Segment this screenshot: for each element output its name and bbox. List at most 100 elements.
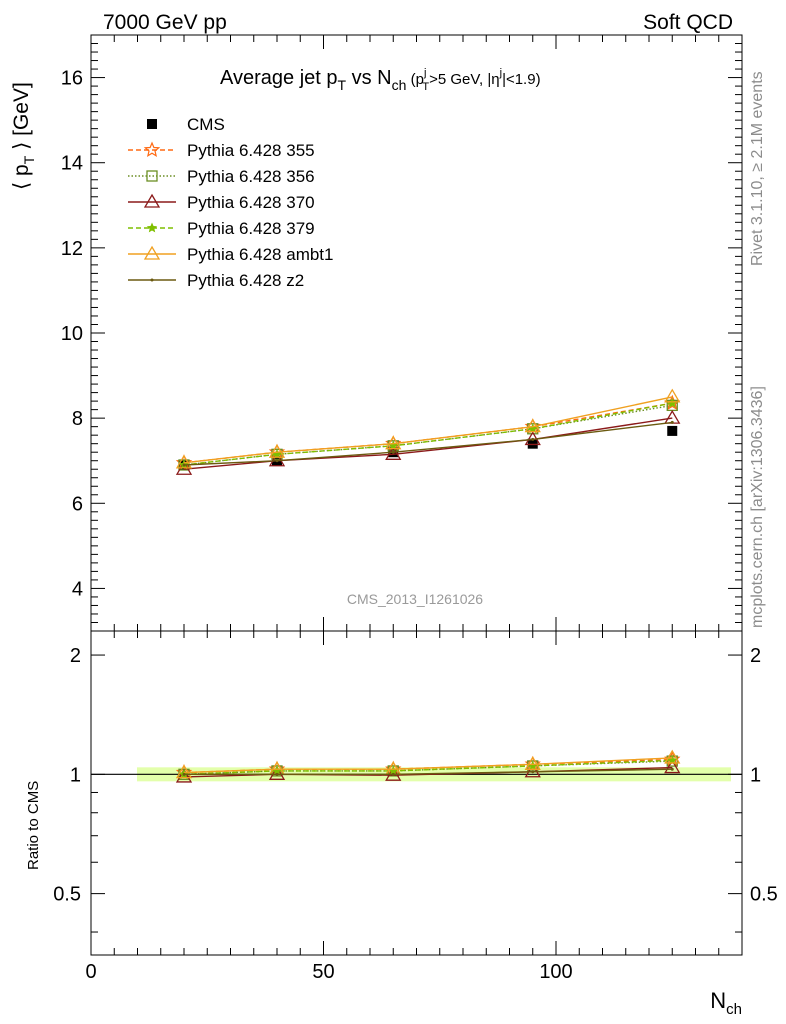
- main-data-point: [524, 418, 541, 433]
- main-data-point: [268, 443, 286, 458]
- side-label-mcplots: mcplots.cern.ch [arXiv:1306.3436]: [749, 386, 766, 628]
- ratio-y-tick-label-right: 1: [750, 764, 761, 786]
- legend-item: Pythia 6.428 355: [128, 141, 315, 160]
- ratio-y-label: Ratio to CMS: [25, 781, 42, 870]
- legend-marker: [143, 141, 161, 157]
- legend-item: Pythia 6.428 356: [128, 167, 315, 186]
- y-tick-label: 8: [72, 408, 83, 430]
- x-axis-label: Nch: [710, 988, 742, 1018]
- main-data-point: [182, 463, 186, 467]
- legend-marker: [143, 193, 161, 208]
- ratio-data-point: [524, 763, 541, 778]
- main-series-6: [182, 420, 674, 467]
- main-series-3: [175, 409, 681, 475]
- ratio-data-point: [527, 760, 538, 771]
- main-x-ticks: [90, 35, 743, 631]
- y-tick-label: 6: [72, 493, 83, 515]
- y-tick-label: 12: [61, 238, 83, 260]
- ratio-frame: [90, 630, 743, 956]
- ratio-y-tick-label-right: 2: [750, 645, 761, 667]
- legend-label: Pythia 6.428 ambt1: [187, 245, 333, 264]
- main-data-point: [385, 435, 402, 450]
- ratio-y-tick-label: 2: [70, 645, 81, 667]
- legend-item: CMS: [147, 115, 225, 134]
- main-data-point: [667, 425, 678, 436]
- main-data-point: [275, 459, 279, 463]
- legend-marker: [150, 278, 154, 282]
- ratio-x-ticks: 0 50 100: [85, 631, 743, 983]
- ratio-panel: 0.5 0.5 1 1 2 2 0 50 100 Ratio to CMS Nch: [25, 630, 778, 1018]
- analysis-watermark: CMS_2013_I1261026: [347, 591, 483, 607]
- legend-label: Pythia 6.428 370: [187, 193, 315, 212]
- ratio-data-point: [268, 766, 286, 780]
- ratio-y-tick-label: 1: [70, 764, 81, 786]
- main-data-point: [531, 437, 535, 441]
- ratio-data-point: [175, 764, 193, 779]
- ratio-data-point: [667, 754, 678, 765]
- legend-label: Pythia 6.428 379: [187, 219, 315, 238]
- main-series-line: [183, 396, 673, 464]
- ratio-data-point: [275, 772, 279, 776]
- ratio-data-point: [664, 749, 681, 764]
- main-series-4: [178, 397, 678, 470]
- main-panel: 4 6 8 10 12 14 16 Average jet pT vs Nch (pj T>5…: [10, 34, 743, 632]
- ratio-y-tick-label-right: 0.5: [750, 884, 778, 906]
- ratio-y-ticks: 0.5 0.5 1 1 2 2: [53, 645, 778, 933]
- legend-item: Pythia 6.428 379: [128, 219, 315, 238]
- main-data-point: [385, 446, 402, 460]
- ratio-series-line: [183, 757, 673, 774]
- legend-marker: [143, 245, 161, 260]
- ratio-data-point: [271, 765, 283, 776]
- main-data-point: [271, 448, 283, 459]
- ratio-data-point: [664, 759, 681, 774]
- main-data-point: [527, 438, 538, 449]
- legend-item: Pythia 6.428 ambt1: [128, 245, 333, 264]
- legend-label: Pythia 6.428 355: [187, 141, 315, 160]
- main-data-point: [667, 397, 678, 408]
- ratio-y-tick-label: 0.5: [53, 884, 81, 906]
- main-data-point: [175, 454, 193, 469]
- main-series-group: [175, 388, 681, 475]
- chart-title: Average jet pT vs Nch (pj T>5 GeV, |ηj|<1…: [220, 67, 541, 93]
- legend-label: Pythia 6.428 z2: [187, 271, 304, 290]
- ratio-data-point: [391, 772, 395, 776]
- x-tick-label: 50: [312, 961, 334, 983]
- ratio-data-point: [388, 765, 399, 776]
- y-tick-label: 16: [61, 68, 83, 90]
- ratio-data-point: [670, 767, 674, 771]
- legend-marker: [146, 222, 158, 233]
- header-left: 7000 GeV pp: [103, 11, 227, 34]
- main-data-point: [388, 440, 399, 451]
- main-series-2: [178, 399, 678, 471]
- x-tick-label: 0: [85, 961, 96, 983]
- legend-label: Pythia 6.428 356: [187, 167, 315, 186]
- ratio-data-point: [175, 768, 193, 783]
- legend-marker: [147, 119, 157, 129]
- y-tick-label: 14: [61, 153, 83, 175]
- y-tick-label: 10: [61, 323, 83, 345]
- main-data-point: [527, 423, 538, 434]
- ratio-series-5: [182, 767, 674, 776]
- y-tick-label: 4: [72, 578, 83, 600]
- x-tick-label: 100: [539, 961, 572, 983]
- ratio-data-point: [531, 770, 535, 774]
- main-data-point: [664, 388, 681, 403]
- ratio-data-point: [524, 756, 541, 770]
- legend-marker: [146, 170, 158, 182]
- legend-item: Pythia 6.428 z2: [128, 271, 304, 290]
- header-right: Soft QCD: [643, 11, 733, 34]
- ratio-data-point: [182, 772, 186, 776]
- main-series-5: [175, 388, 681, 469]
- legend-item: Pythia 6.428 370: [128, 193, 315, 212]
- legend-label: CMS: [187, 115, 225, 134]
- main-data-point: [268, 452, 286, 467]
- ratio-series-group: [175, 749, 681, 783]
- main-series-line: [183, 417, 673, 470]
- main-y-ticks: 4 6 8 10 12 14 16: [61, 34, 742, 632]
- legend: CMS Pythia 6.428 355 Pythia 6.428 356 Pythi…: [128, 115, 333, 290]
- y-axis-label: ⟨ pT ⟩ [GeV]: [10, 82, 37, 190]
- main-data-point: [670, 420, 674, 424]
- main-data-point: [391, 450, 395, 454]
- side-label-rivet: Rivet 3.1.10, ≥ 2.1M events: [749, 71, 766, 266]
